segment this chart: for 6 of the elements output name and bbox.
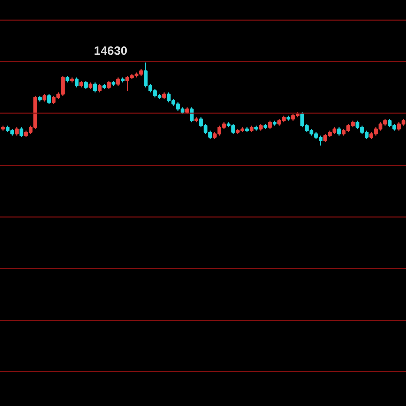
candlestick <box>20 127 24 138</box>
candlestick <box>47 94 52 105</box>
candlestick <box>190 107 194 124</box>
candlestick <box>93 82 98 94</box>
candlestick <box>75 77 79 88</box>
text: 14630 <box>94 44 128 58</box>
